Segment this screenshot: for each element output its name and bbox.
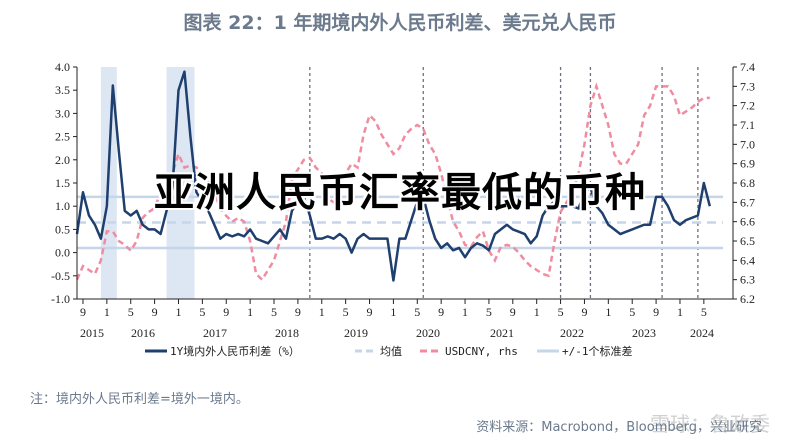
right-tick-label: 7.0 [740, 137, 755, 151]
right-tick-label: 6.8 [740, 176, 755, 190]
x-month-label: 5 [629, 305, 635, 319]
left-tick-label: 2.0 [55, 153, 70, 167]
x-month-label: 1 [534, 305, 540, 319]
legend-item: USDCNY, rhs [420, 345, 518, 358]
legend-label: 1Y境内外人民币利差（%） [170, 344, 300, 358]
x-month-label: 1 [175, 305, 181, 319]
x-month-label: 5 [558, 305, 564, 319]
x-month-label: 1 [677, 305, 683, 319]
chart-title: 图表 22：1 年期境内外人民币利差、美元兑人民币 [183, 12, 617, 34]
x-month-label: 5 [343, 305, 349, 319]
x-year-label: 2021 [490, 326, 514, 340]
x-month-label: 9 [223, 305, 229, 319]
chart-note: 注：境内外人民币利差=境外一境内。 [30, 392, 249, 407]
x-year-label: 2023 [632, 326, 656, 340]
x-month-label: 1 [605, 305, 611, 319]
x-month-label: 5 [271, 305, 277, 319]
right-tick-label: 6.4 [740, 253, 755, 267]
right-tick-label: 6.7 [740, 195, 755, 209]
x-month-label: 9 [510, 305, 516, 319]
x-month-label: 9 [653, 305, 659, 319]
right-tick-label: 6.6 [740, 215, 755, 229]
legend-label: 均值 [380, 345, 402, 358]
right-tick-label: 7.4 [740, 60, 755, 74]
x-month-label: 5 [486, 305, 492, 319]
right-tick-label: 6.5 [740, 234, 755, 248]
x-month-label: 5 [414, 305, 420, 319]
right-tick-label: 6.3 [740, 273, 755, 287]
left-tick-label: 1.5 [55, 176, 70, 190]
x-year-label: 2017 [203, 326, 227, 340]
x-month-label: 1 [390, 305, 396, 319]
left-tick-label: -1.0 [51, 292, 70, 306]
shaded-period [166, 67, 195, 299]
legend-label: USDCNY, rhs [445, 345, 518, 358]
legend-item: 均值 [355, 345, 402, 358]
watermark: 雪球：鲁政委 [650, 412, 770, 436]
right-tick-label: 7.1 [740, 118, 755, 132]
x-month-label: 9 [295, 305, 301, 319]
x-month-label: 1 [247, 305, 253, 319]
x-month-label: 5 [701, 305, 707, 319]
x-month-label: 9 [152, 305, 158, 319]
x-month-label: 9 [367, 305, 373, 319]
x-year-label: 2018 [275, 326, 299, 340]
left-tick-label: 4.0 [55, 60, 70, 74]
left-tick-label: 1.0 [55, 199, 70, 213]
right-tick-label: 6.2 [740, 292, 755, 306]
x-year-label: 2020 [416, 326, 440, 340]
x-month-label: 1 [319, 305, 325, 319]
x-year-label: 2022 [560, 326, 584, 340]
x-month-label: 5 [128, 305, 134, 319]
left-tick-label: 0.5 [55, 222, 70, 236]
overlay-caption: 亚洲人民币汇率最低的币种 [154, 170, 646, 216]
x-year-label: 2015 [80, 326, 104, 340]
x-year-label: 2016 [131, 326, 155, 340]
legend-item: +/-1个标准差 [537, 344, 633, 358]
chart-source: 资料来源：Macrobond，Bloomberg，兴业研究 [476, 420, 762, 435]
legend-label: +/-1个标准差 [562, 344, 633, 358]
x-month-label: 9 [438, 305, 444, 319]
x-year-label: 2019 [344, 326, 368, 340]
left-tick-label: 0.0 [55, 246, 70, 260]
right-tick-label: 7.2 [740, 99, 755, 113]
right-tick-label: 7.3 [740, 79, 755, 93]
x-month-label: 1 [104, 305, 110, 319]
x-month-label: 1 [462, 305, 468, 319]
left-tick-label: 3.5 [55, 83, 70, 97]
x-month-label: 9 [581, 305, 587, 319]
left-tick-label: 3.0 [55, 106, 70, 120]
left-tick-label: 2.5 [55, 130, 70, 144]
legend-item: 1Y境内外人民币利差（%） [145, 344, 300, 358]
x-month-label: 5 [199, 305, 205, 319]
x-month-label: 9 [80, 305, 86, 319]
x-year-label: 2024 [690, 326, 714, 340]
right-tick-label: 6.9 [740, 157, 755, 171]
left-tick-label: -0.5 [51, 269, 70, 283]
